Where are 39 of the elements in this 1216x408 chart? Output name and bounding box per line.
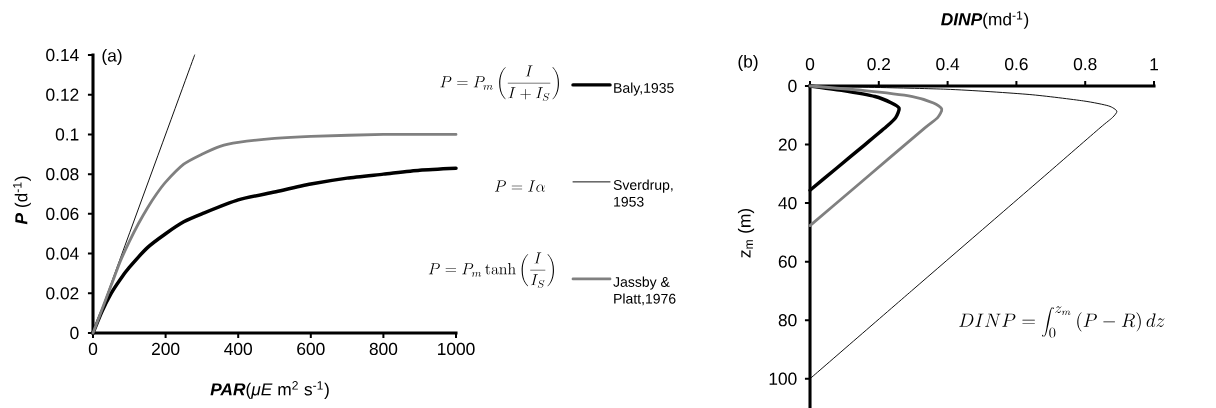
y-tick-label: 60 <box>778 255 797 268</box>
x-axis-title: PAR(μE m$^{2}$ s$^{-1}$) <box>210 381 329 399</box>
x-tick-label: 0 <box>805 57 815 71</box>
y-tick-label: 0.14 <box>46 48 79 62</box>
annotation: $P = P_m \left( \frac{I}{I + I_S} \right)$ <box>440 65 559 101</box>
legend-label: Jassby & Platt,1976 <box>613 276 676 306</box>
annotation: $DINP = \int_0^{z_m} \left( P - R \right) dz$ <box>959 306 1165 338</box>
x-axis-title: DINP(md$^{-1}$) <box>941 11 1029 29</box>
y-tick-label: 0 <box>70 326 79 340</box>
legend-label: Baly,1935 <box>614 82 674 96</box>
x-tick-label: 0 <box>88 342 98 356</box>
y-axis-title: z$_{m}$ (m) <box>737 208 755 258</box>
x-tick-label: 1000 <box>438 342 475 356</box>
y-axis-title: P (d$^{-1}$) <box>13 176 31 225</box>
annotation: (a) <box>102 48 122 66</box>
y-tick-label: 100 <box>769 372 797 385</box>
text: (b) <box>738 54 758 72</box>
x-tick-label: 0.6 <box>1005 57 1028 71</box>
x-tick-label: 200 <box>152 342 180 356</box>
y-tick-label: 0.02 <box>46 287 79 300</box>
x-tick-label: 400 <box>224 342 252 356</box>
y-tick-label: 20 <box>778 138 797 151</box>
x-tick-label: 0.8 <box>1073 57 1097 71</box>
y-tick-label: 0.04 <box>46 247 79 260</box>
y-tick-label: 40 <box>778 196 797 210</box>
y-tick-label: 0.06 <box>46 207 79 220</box>
y-tick-label: 0.1 <box>55 128 79 141</box>
y-tick-label: 0.08 <box>46 168 79 181</box>
x-tick-label: 800 <box>369 342 398 356</box>
legend-label: Sverdrup, 1953 <box>613 179 673 207</box>
x-tick-label: 1 <box>1150 58 1158 71</box>
y-tick-label: 80 <box>778 314 797 327</box>
y-tick-label: 0.12 <box>46 88 79 101</box>
text: $P = I\alpha$ <box>494 180 546 192</box>
annotation: $P = P_m \tanh \left( \frac{I}{I_S} \right)$ <box>428 252 554 288</box>
x-tick-label: 0.4 <box>936 57 960 71</box>
x-tick-label: 600 <box>297 342 325 356</box>
y-tick-label: 0 <box>788 79 797 93</box>
x-tick-label: 0.2 <box>867 57 890 71</box>
